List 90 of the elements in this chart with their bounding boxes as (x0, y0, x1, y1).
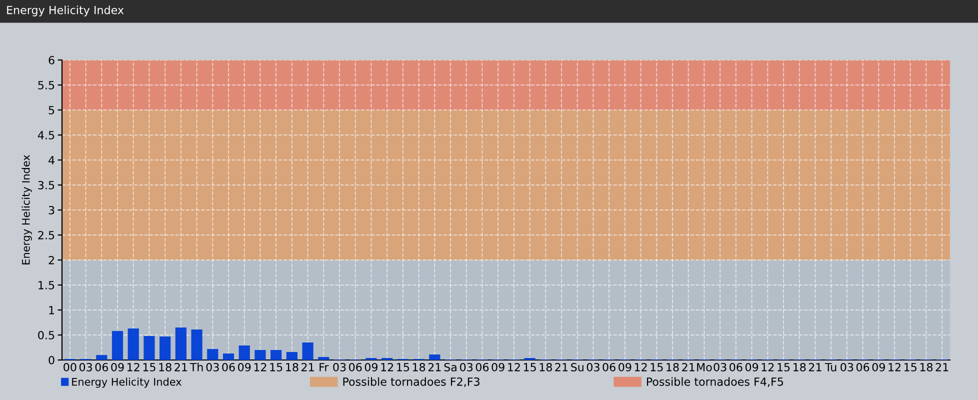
y-tick-label: 4.5 (38, 131, 54, 140)
x-tick-label: 06 (730, 362, 742, 372)
x-tick-label: 18 (540, 362, 552, 372)
bar (286, 352, 298, 360)
x-tick-label: 03 (840, 362, 854, 372)
x-tick-label: 15 (524, 363, 536, 372)
x-tick-label: 12 (888, 362, 900, 372)
x-tick-label: Fr (320, 363, 329, 372)
x-tick-label: 00 (64, 362, 76, 372)
legend-label: Possible tornadoes F4,F5 (646, 377, 784, 387)
x-tick-label: 21 (682, 362, 694, 372)
bar (207, 349, 218, 360)
legend-label: Energy Helicity Index (72, 378, 182, 388)
x-tick-label: Mo (697, 363, 712, 372)
bar (302, 342, 314, 360)
y-tick-label: 1.5 (38, 281, 54, 290)
y-tick-label: 5 (48, 106, 54, 114)
y-axis-title: Energy Helicity Index (22, 155, 32, 264)
x-tick-label: 21 (174, 362, 187, 372)
y-tick-label: 0 (48, 356, 54, 364)
x-tick-label: 09 (364, 362, 378, 372)
x-tick-label: 09 (111, 362, 124, 372)
bar (238, 346, 250, 360)
x-tick-label: 18 (920, 362, 933, 372)
x-tick-label: 09 (618, 362, 632, 372)
bar (112, 331, 124, 360)
chart-title: Energy Helicity Index (7, 6, 124, 16)
bar (191, 330, 202, 360)
x-tick-label: 12 (381, 362, 394, 372)
y-tick-label: 0.5 (38, 330, 54, 340)
x-tick-label: 15 (270, 363, 282, 372)
bar (144, 336, 155, 360)
x-tick-label: 12 (254, 362, 266, 372)
x-tick-label: 15 (904, 363, 916, 372)
x-tick-label: 12 (634, 362, 647, 372)
x-tick-label: 03 (586, 362, 600, 372)
x-tick-label: 15 (397, 363, 410, 372)
y-tick-label: 4 (48, 156, 54, 164)
x-tick-label: 03 (714, 362, 726, 372)
x-tick-label: 15 (778, 363, 790, 372)
x-tick-label: 09 (872, 362, 885, 372)
bar (318, 357, 330, 360)
bar (429, 354, 440, 360)
x-tick-label: 09 (745, 362, 758, 372)
x-tick-label: 18 (286, 362, 298, 372)
x-tick-label: Su (571, 362, 584, 372)
y-tick-label: 5.5 (38, 81, 54, 90)
x-tick-label: 03 (206, 362, 219, 372)
x-tick-label: 15 (143, 363, 156, 372)
x-tick-label: 21 (428, 362, 441, 372)
x-tick-label: 09 (492, 362, 504, 372)
x-tick-label: 21 (808, 362, 822, 372)
x-tick-label: 03 (333, 362, 346, 372)
x-tick-label: 12 (762, 362, 774, 372)
x-tick-label: 06 (476, 362, 489, 372)
x-tick-label: 06 (95, 362, 108, 372)
x-tick-label: 03 (79, 362, 92, 372)
x-tick-label: 18 (159, 362, 172, 372)
bar (222, 354, 234, 360)
y-tick-label: 2.5 (38, 230, 54, 240)
y-tick-label: 3.5 (38, 180, 54, 190)
bar (96, 355, 108, 360)
bar (270, 350, 282, 360)
x-tick-label: Th (190, 362, 203, 372)
x-tick-label: 15 (650, 363, 663, 372)
x-tick-label: 06 (349, 362, 362, 372)
x-tick-label: Tu (824, 363, 836, 372)
x-tick-label: Sa (444, 362, 456, 372)
y-tick-label: 1 (49, 306, 54, 314)
bar (254, 350, 266, 360)
x-tick-label: 06 (222, 362, 235, 372)
bar (160, 336, 171, 360)
x-tick-label: 21 (555, 362, 568, 372)
x-tick-label: 18 (412, 362, 426, 372)
x-tick-label: 21 (302, 362, 314, 372)
x-tick-label: 21 (936, 362, 948, 372)
x-tick-label: 03 (460, 362, 473, 372)
x-tick-label: 18 (794, 362, 806, 372)
bar (175, 328, 186, 360)
x-tick-label: 06 (856, 362, 870, 372)
x-tick-label: 09 (238, 362, 251, 372)
x-tick-label: 12 (128, 362, 140, 372)
y-tick-label: 3 (48, 206, 54, 214)
x-tick-label: 18 (666, 362, 679, 372)
y-tick-label: 2 (48, 256, 54, 264)
x-tick-label: 06 (602, 362, 616, 372)
y-tick-label: 6 (48, 56, 54, 64)
x-tick-label: 12 (508, 362, 520, 372)
bar (128, 328, 139, 360)
legend-label: Possible tornadoes F2,F3 (343, 377, 480, 387)
